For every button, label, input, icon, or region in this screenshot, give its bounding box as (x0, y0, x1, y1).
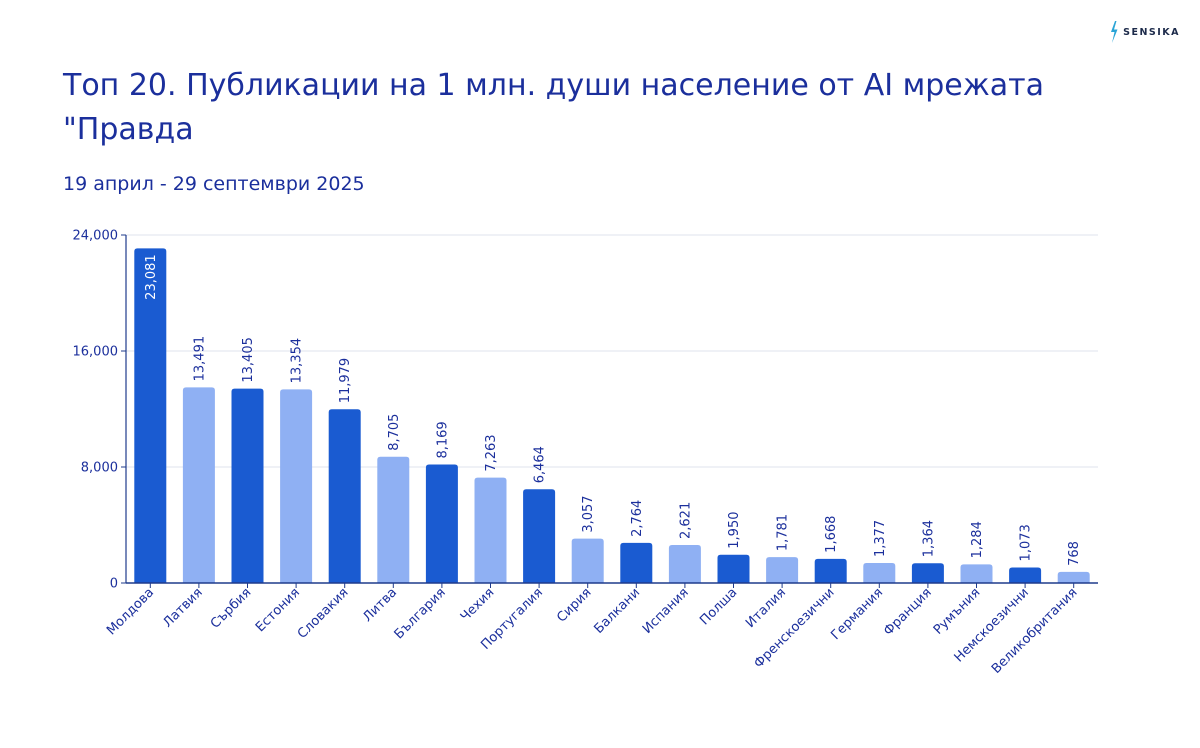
y-tick-label: 8,000 (81, 461, 118, 476)
bar-11 (620, 542, 653, 583)
x-tick-label: Полша (697, 585, 740, 628)
value-label: 6,464 (533, 446, 548, 483)
value-label: 768 (1067, 541, 1082, 566)
bar-15 (814, 558, 847, 583)
page-title: Топ 20. Публикации на 1 млн. души населе… (63, 68, 1045, 147)
bar-2 (182, 387, 215, 583)
bar-20 (1057, 571, 1090, 583)
value-label: 1,781 (776, 514, 791, 551)
x-tick-label: Франция (881, 585, 935, 639)
bar-3 (231, 388, 264, 583)
value-label: 1,284 (970, 521, 985, 558)
x-tick-label: Чехия (458, 585, 498, 625)
value-label: 1,364 (921, 520, 936, 557)
y-tick-label: 0 (110, 577, 118, 592)
value-labels: 23,081 13,491 13,405 13,354 11,979 8,705 8,169… (144, 254, 1082, 566)
bar-8 (474, 477, 507, 583)
value-label: 13,354 (290, 338, 305, 384)
value-label: 13,405 (241, 337, 256, 383)
bar-6 (377, 456, 410, 583)
value-label: 3,057 (581, 495, 596, 532)
bar-4 (280, 389, 313, 583)
value-label: 1,377 (873, 520, 888, 557)
axes (125, 235, 1098, 584)
bars (134, 248, 1090, 583)
lightning-icon (1111, 21, 1118, 43)
x-tick-label: Испания (640, 585, 692, 637)
gridlines (126, 234, 1098, 468)
value-label: 11,979 (338, 358, 353, 404)
bar-5 (328, 409, 361, 583)
bar-19 (1009, 567, 1042, 583)
value-label: 23,081 (144, 254, 159, 300)
x-tick-label: Сърбия (208, 585, 255, 632)
value-label: 1,073 (1019, 524, 1034, 561)
bar-17 (911, 563, 944, 583)
value-label: 2,764 (630, 500, 645, 537)
page-subtitle: 19 април - 29 септември 2025 (63, 173, 365, 195)
x-tick-label: Естония (253, 585, 303, 635)
x-tick-label: Словакия (295, 585, 352, 642)
value-label: 7,263 (484, 434, 499, 471)
value-label: 13,491 (192, 336, 207, 382)
x-tick-label: Сирия (554, 585, 594, 625)
value-label: 1,668 (824, 516, 839, 553)
x-tick-label: Германия (828, 585, 886, 643)
x-tick-label: Великобритания (989, 585, 1081, 677)
bar-1 (134, 248, 167, 583)
x-tick-label: България (392, 585, 449, 642)
bar-18 (960, 564, 993, 583)
value-label: 8,705 (387, 414, 402, 451)
x-tick-label: Молдова (104, 585, 157, 638)
brand-logo: SENSIKA (1109, 20, 1180, 44)
x-tick-label: Латвия (160, 585, 205, 630)
x-tick-label: Литва (360, 585, 400, 625)
brand-name: SENSIKA (1123, 26, 1180, 38)
x-tick-label: Балкани (592, 585, 644, 637)
y-tick-label: 16,000 (73, 345, 119, 360)
value-label: 8,169 (435, 421, 450, 458)
bar-13 (717, 554, 750, 583)
bar-12 (668, 544, 701, 583)
value-label: 1,950 (727, 512, 742, 549)
bar-14 (766, 557, 799, 583)
bar-10 (571, 538, 604, 583)
bar-7 (425, 464, 458, 583)
bar-9 (523, 489, 556, 583)
value-label: 2,621 (678, 502, 693, 539)
x-tick-label: Италия (743, 585, 789, 631)
y-tick-label: 24,000 (73, 229, 119, 244)
y-axis-ticks: 0 8,000 16,000 24,000 (73, 229, 126, 592)
bar-16 (863, 563, 896, 583)
